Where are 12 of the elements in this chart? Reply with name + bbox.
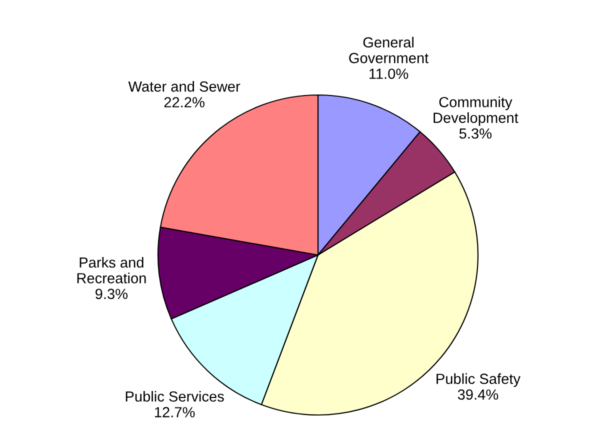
data-label: 12.7% [154, 407, 195, 418]
slice-label: General Government [349, 36, 429, 64]
data-label: 39.4% [458, 389, 498, 400]
slice-label: Public Services [126, 390, 224, 402]
slice-label: Water and Sewer [128, 81, 240, 92]
data-label: 9.3% [96, 288, 128, 300]
slice-label: Parks and Recreation [77, 256, 146, 284]
slice-label: Public Safety [436, 373, 520, 387]
data-label: 11.0% [370, 68, 408, 79]
data-label: 22.2% [164, 97, 204, 108]
slice-label: Community Development [434, 96, 518, 126]
data-label: 5.3% [459, 128, 492, 139]
